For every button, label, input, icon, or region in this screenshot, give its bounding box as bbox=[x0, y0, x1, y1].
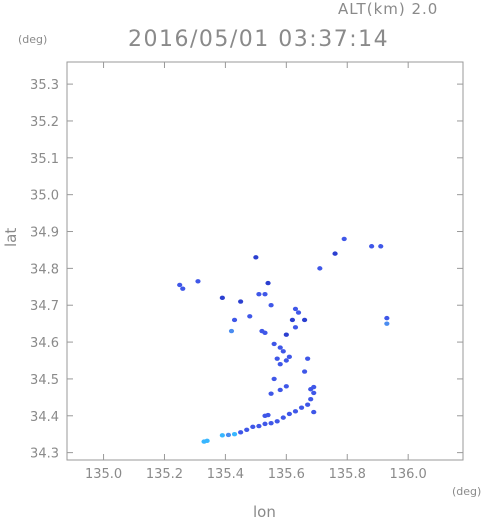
echo-point bbox=[302, 369, 308, 374]
echo-point bbox=[302, 317, 308, 323]
plot-frame bbox=[66, 61, 464, 461]
echo-point bbox=[286, 411, 292, 417]
y-tick-label: 34.4 bbox=[30, 410, 59, 425]
echo-point bbox=[311, 384, 317, 390]
echo-point bbox=[265, 412, 271, 418]
echo-point bbox=[268, 303, 274, 308]
echo-point bbox=[247, 314, 253, 319]
x-tick-label: 135.4 bbox=[207, 467, 244, 482]
y-tick-label: 34.3 bbox=[30, 447, 59, 462]
echo-point bbox=[274, 356, 280, 361]
echo-point bbox=[292, 409, 299, 414]
echo-point bbox=[177, 282, 183, 288]
echo-point bbox=[384, 315, 390, 321]
y-tick-label: 34.8 bbox=[30, 262, 59, 277]
echo-point bbox=[332, 251, 338, 256]
echo-point bbox=[274, 419, 280, 424]
echo-point bbox=[277, 387, 283, 393]
y-tick-label: 35.3 bbox=[30, 78, 59, 93]
echo-point bbox=[250, 424, 256, 430]
x-tick-label: 136.0 bbox=[390, 467, 427, 482]
echo-point bbox=[292, 325, 299, 330]
echo-point bbox=[204, 438, 210, 444]
echo-point bbox=[228, 328, 235, 334]
echo-point bbox=[219, 433, 225, 438]
echo-point bbox=[311, 409, 317, 415]
echo-point bbox=[295, 310, 302, 315]
echo-marks bbox=[177, 236, 390, 444]
altitude-label: ALT(km) 2.0 bbox=[338, 0, 439, 18]
x-unit-label: (deg) bbox=[452, 485, 482, 498]
echo-point bbox=[231, 317, 238, 323]
y-tick-label: 34.5 bbox=[30, 373, 59, 388]
y-tick-label: 34.7 bbox=[30, 299, 59, 314]
echo-point bbox=[283, 332, 289, 337]
echo-point bbox=[317, 266, 323, 271]
echo-point bbox=[298, 405, 305, 410]
echo-point bbox=[262, 291, 268, 297]
echo-point bbox=[277, 361, 283, 367]
echo-point bbox=[286, 354, 292, 360]
x-tick-label: 135.8 bbox=[329, 467, 366, 482]
echo-point bbox=[289, 317, 296, 323]
y-tick-label: 35.0 bbox=[30, 189, 59, 204]
echo-point bbox=[262, 330, 268, 336]
echo-point bbox=[231, 432, 238, 437]
x-axis-label: lon bbox=[253, 503, 276, 521]
echo-point bbox=[256, 291, 262, 297]
echo-point bbox=[292, 306, 299, 312]
y-tick-label: 35.2 bbox=[30, 115, 59, 130]
echo-point bbox=[238, 430, 244, 435]
echo-point bbox=[283, 358, 289, 363]
y-tick-label: 35.1 bbox=[30, 152, 59, 167]
echo-point bbox=[268, 420, 274, 426]
timestamp-title: 2016/05/01 03:37:14 bbox=[128, 27, 390, 52]
echo-point bbox=[305, 402, 311, 407]
echo-point bbox=[268, 391, 274, 396]
x-tick-label: 135.2 bbox=[146, 467, 183, 482]
echo-point bbox=[265, 280, 271, 286]
echo-point bbox=[280, 415, 286, 420]
echo-point bbox=[271, 376, 277, 382]
echo-point bbox=[256, 423, 262, 429]
echo-point bbox=[378, 244, 384, 249]
echo-point bbox=[341, 236, 347, 242]
echo-point bbox=[219, 295, 225, 301]
echo-point bbox=[262, 421, 268, 427]
echo-point bbox=[225, 432, 232, 438]
echo-point bbox=[238, 299, 244, 304]
echo-point bbox=[311, 390, 317, 396]
echo-point bbox=[384, 321, 390, 326]
echo-point bbox=[271, 341, 277, 347]
echo-point bbox=[253, 255, 259, 260]
y-unit-label: (deg) bbox=[18, 33, 48, 46]
x-tick-label: 135.6 bbox=[268, 467, 305, 482]
echo-point bbox=[277, 345, 283, 350]
echo-point bbox=[308, 396, 314, 402]
y-tick-label: 34.6 bbox=[30, 336, 59, 351]
echo-point bbox=[244, 427, 250, 432]
echo-point bbox=[195, 279, 201, 284]
echo-point bbox=[369, 244, 375, 249]
echo-point bbox=[305, 356, 311, 361]
x-tick-label: 135.0 bbox=[85, 467, 122, 482]
tick-group: 135.0 135.2 135.4 135.6 135.8 136.0 34.3 34.4 34… bbox=[30, 62, 463, 482]
echo-point bbox=[180, 286, 186, 291]
y-tick-label: 34.9 bbox=[30, 226, 59, 241]
echo-point bbox=[283, 384, 289, 389]
echo-point bbox=[280, 349, 286, 354]
